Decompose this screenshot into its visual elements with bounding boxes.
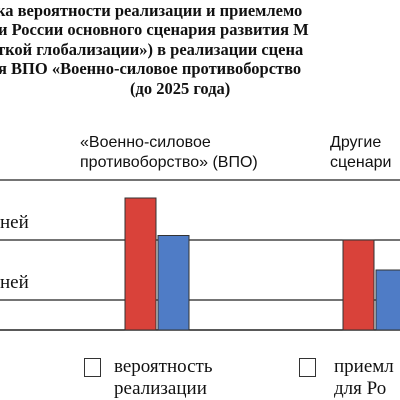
title-line-4: я ВПО «Военно-силовое противоборство [0, 59, 302, 78]
legend-swatch-probability [84, 358, 101, 377]
title-line-2: и России основного сценария развития М [0, 20, 309, 39]
bar-series1-category1 [124, 197, 157, 331]
legend-label-acceptability-line-1: приемл [334, 356, 394, 377]
bar-series1-category2 [342, 239, 375, 331]
bar-series2-category1 [157, 235, 190, 331]
y-label-upper: ней [0, 212, 29, 233]
category-label-other-line-2: сценари [330, 154, 392, 171]
legend-label-probability-line-2: реализации [114, 378, 207, 399]
category-label-vpo-line-1: «Военно-силовое [80, 134, 211, 151]
bar-series2-category2 [375, 269, 400, 331]
title-line-5: (до 2025 года) [130, 79, 231, 98]
title-line-3: ткой глобализации») в реализации сцена [0, 40, 304, 59]
legend-swatch-acceptability [299, 358, 316, 377]
legend-label-probability-line-1: вероятность [114, 356, 213, 377]
category-label-vpo-line-2: противоборство» (ВПО) [80, 154, 258, 171]
title-line-1: ка вероятности реализации и приемлемо [0, 1, 303, 20]
legend-label-acceptability-line-2: для Ро [334, 378, 387, 399]
y-label-lower: ней [0, 272, 29, 293]
category-label-other-line-1: Другие [330, 134, 382, 151]
